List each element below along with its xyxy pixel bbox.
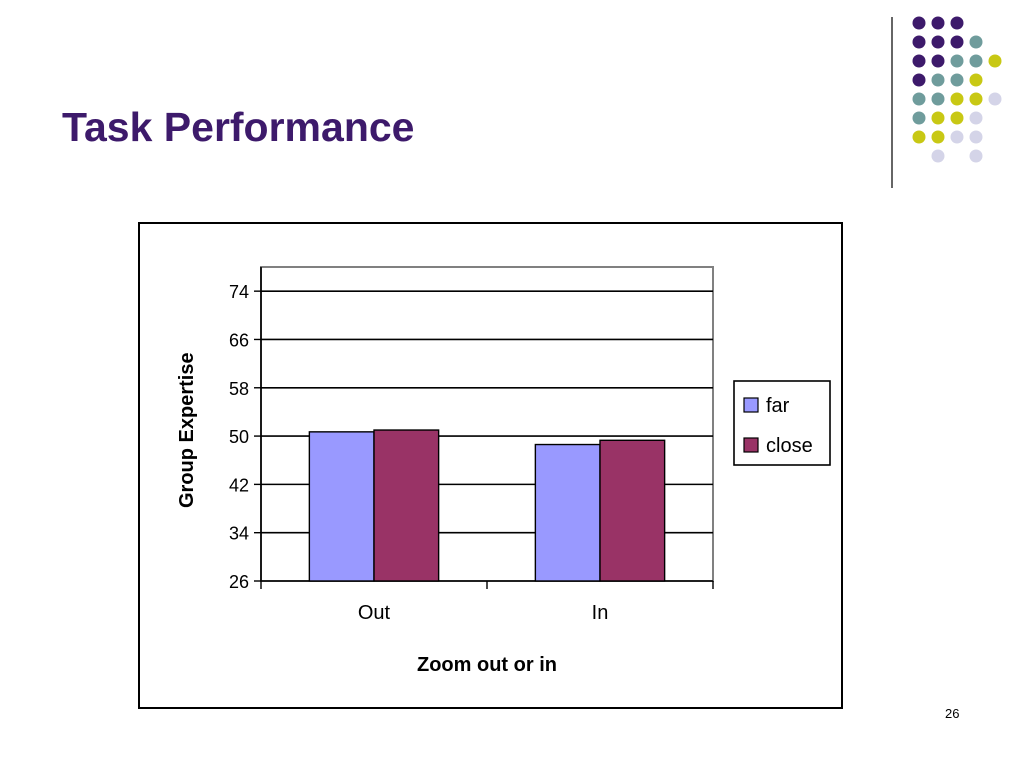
decorative-dot bbox=[912, 130, 926, 144]
x-axis-title: Zoom out or in bbox=[417, 654, 557, 676]
decorative-dot bbox=[931, 111, 945, 125]
decorative-dot bbox=[969, 54, 983, 68]
y-axis-title-group: Group Expertise bbox=[176, 352, 198, 508]
decorative-dot bbox=[931, 130, 945, 144]
decorative-dot bbox=[950, 111, 964, 125]
slide-number: 26 bbox=[945, 706, 960, 721]
decorative-dot bbox=[931, 149, 945, 163]
chart-frame: 26 34 42 50 58 66 74 Out In Zoom out or in Group E… bbox=[138, 222, 843, 709]
legend-label-far: far bbox=[766, 395, 790, 417]
decorative-dot bbox=[969, 130, 983, 144]
decorative-dot bbox=[912, 111, 926, 125]
y-tick-label: 34 bbox=[229, 524, 249, 544]
bar-far-in bbox=[534, 443, 601, 582]
y-axis-title: Group Expertise bbox=[176, 352, 198, 508]
decorative-dot bbox=[950, 130, 964, 144]
decorative-dot bbox=[950, 73, 964, 87]
decorative-dot bbox=[950, 35, 964, 49]
y-tick-label: 42 bbox=[229, 475, 249, 495]
legend-label-close: close bbox=[766, 435, 813, 457]
decorative-dot bbox=[931, 16, 945, 30]
decorative-dot bbox=[931, 92, 945, 106]
corner-divider bbox=[891, 17, 893, 188]
decorative-dot bbox=[931, 54, 945, 68]
decorative-dot bbox=[969, 73, 983, 87]
decorative-dot bbox=[912, 92, 926, 106]
slide-title: Task Performance bbox=[62, 104, 415, 150]
y-tick-label: 66 bbox=[229, 330, 249, 350]
decorative-dot bbox=[912, 35, 926, 49]
bar-close-in bbox=[599, 439, 666, 582]
decorative-dot bbox=[950, 54, 964, 68]
legend-swatch-far bbox=[743, 397, 759, 413]
decorative-dot bbox=[969, 111, 983, 125]
y-tick-label: 26 bbox=[229, 572, 249, 592]
legend: far close bbox=[733, 380, 831, 466]
decorative-dot bbox=[969, 35, 983, 49]
corner-dot-pattern bbox=[912, 16, 1002, 163]
decorative-dot bbox=[988, 92, 1002, 106]
bar-close-out bbox=[373, 429, 440, 582]
decorative-dot bbox=[931, 73, 945, 87]
x-category-label: In bbox=[592, 602, 609, 624]
decorative-dot bbox=[950, 92, 964, 106]
decorative-dot bbox=[950, 16, 964, 30]
decorative-dot bbox=[969, 92, 983, 106]
y-tick-label: 50 bbox=[229, 427, 249, 447]
bar-chart: 26 34 42 50 58 66 74 Out In Zoom out or in Group E… bbox=[176, 266, 831, 676]
decorative-dot bbox=[969, 149, 983, 163]
decorative-dot bbox=[931, 35, 945, 49]
decorative-dot bbox=[988, 54, 1002, 68]
decorative-dot bbox=[912, 73, 926, 87]
legend-swatch-close bbox=[743, 437, 759, 453]
decorative-dot bbox=[912, 16, 926, 30]
y-tick-label: 74 bbox=[229, 282, 249, 302]
x-category-label: Out bbox=[358, 602, 391, 624]
y-tick-label: 58 bbox=[229, 379, 249, 399]
bar-far-out bbox=[308, 431, 375, 582]
decorative-dot bbox=[912, 54, 926, 68]
